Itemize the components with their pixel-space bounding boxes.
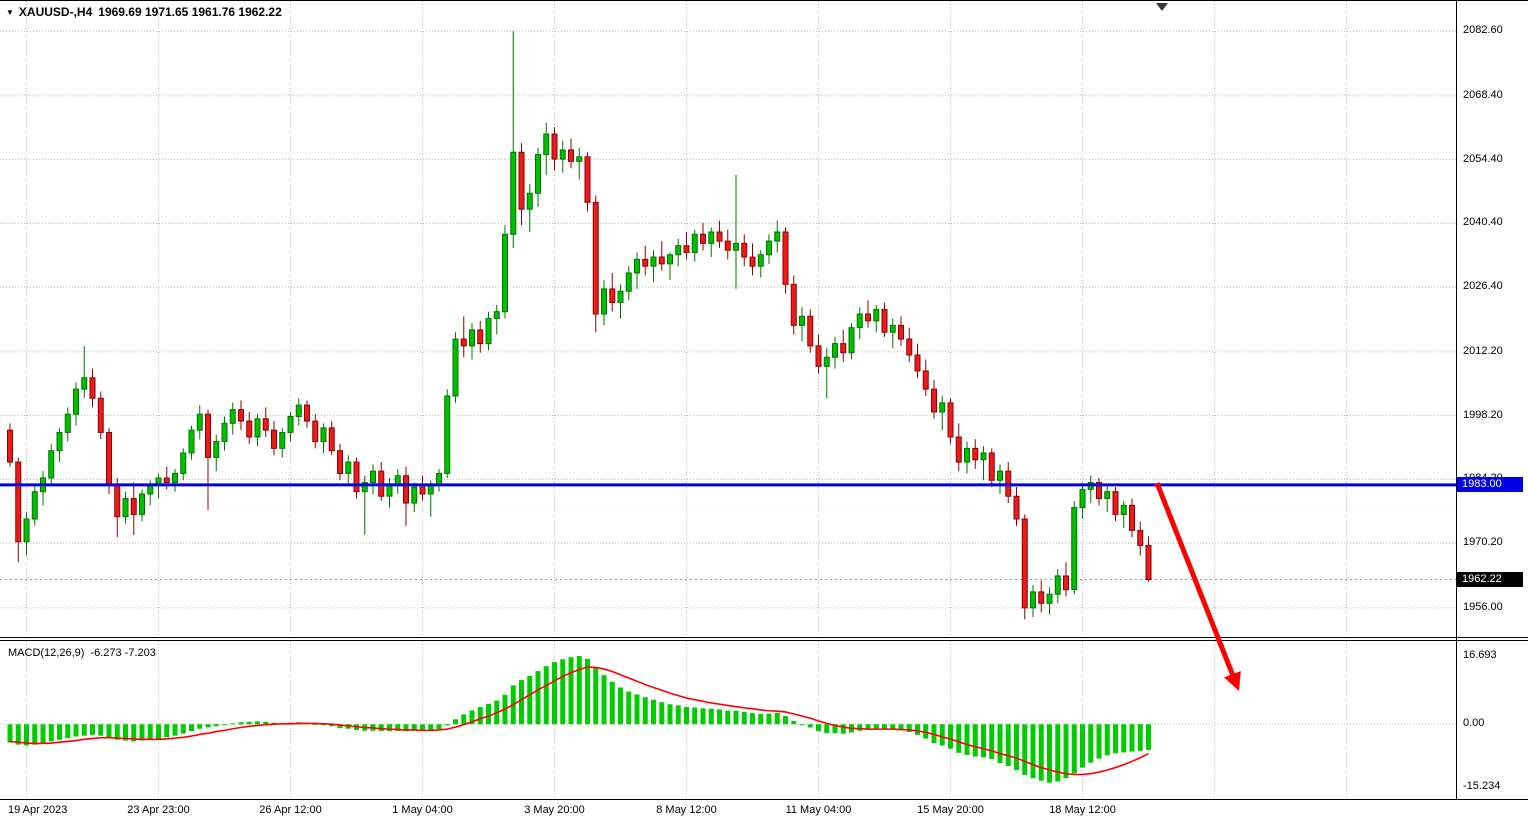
chart-frame	[0, 0, 1528, 800]
hline-price-label[interactable]: 1983.00	[1457, 477, 1523, 493]
symbol-period-label: XAUUSD-,H4	[18, 5, 93, 19]
bid-price-label: 1962.22	[1457, 572, 1523, 587]
grid-lines	[0, 1, 1456, 799]
symbol-dropdown-icon[interactable]: ▼	[6, 8, 14, 17]
candlesticks	[7, 31, 1152, 620]
chart-shift-marker-icon[interactable]	[1156, 3, 1168, 11]
chart-title: ▼ XAUUSD-,H4 1969.69 1971.65 1961.76 1962.…	[6, 5, 282, 19]
trend-arrow[interactable]	[1154, 482, 1241, 691]
macd-values: -6.273 -7.203	[90, 647, 156, 659]
macd-histogram	[7, 656, 1151, 783]
macd-signal-line	[9, 666, 1149, 776]
macd-name: MACD(12,26,9)	[8, 647, 85, 659]
macd-indicator-label: MACD(12,26,9) -6.273 -7.203	[8, 647, 156, 659]
ohlc-values: 1969.69 1971.65 1961.76 1962.22	[98, 5, 282, 19]
